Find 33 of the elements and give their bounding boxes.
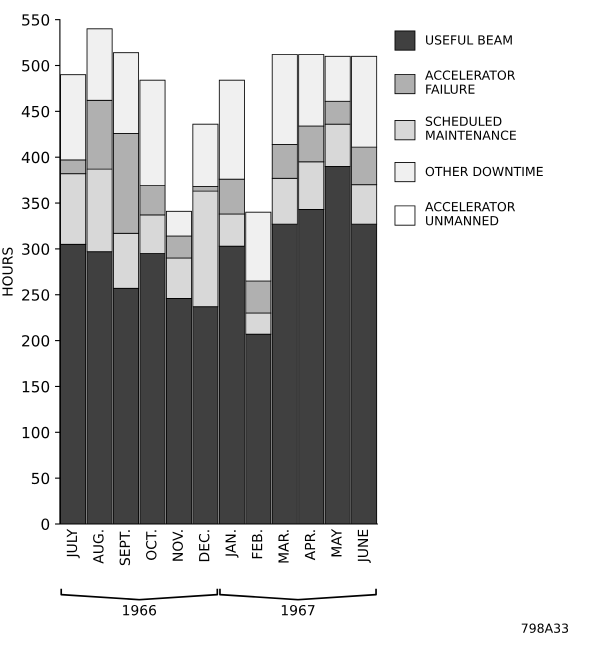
legend-label: USEFUL BEAM	[426, 35, 512, 45]
y-tick-label: 0	[41, 518, 50, 530]
x-tick-label: MAR.	[278, 530, 289, 563]
x-tick-label: JAN.	[226, 530, 238, 558]
legend-label: OTHER DOWNTIME	[426, 166, 543, 176]
legend-label: ACCELERATOR FAILURE	[425, 70, 516, 94]
x-tick-label: FEB.	[252, 530, 262, 558]
y-axis-title: HOURS	[2, 248, 13, 296]
x-tick-label: JUNE	[358, 530, 371, 564]
text: 1966	[123, 604, 156, 616]
legend-label: SCHEDULED MAINTENANCE	[426, 116, 516, 140]
y-tick-label: 50	[32, 472, 50, 484]
y-tick-label: 250	[22, 289, 50, 301]
y-tick-label: 350	[22, 198, 50, 210]
x-tick-label: AUG.	[93, 530, 104, 564]
x-tick-label: DEC.	[198, 530, 210, 562]
text: 1967	[282, 604, 314, 616]
x-tick-label: MAY	[331, 528, 342, 556]
x-tick-label: JULY	[66, 528, 80, 558]
x-tick-label: APR.	[304, 530, 316, 560]
text: 798A33	[522, 623, 568, 633]
y-tick-label: 200	[22, 335, 50, 347]
y-tick-label: 400	[22, 152, 50, 164]
y-tick-label: 550	[22, 14, 50, 26]
y-tick-label: 300	[22, 243, 50, 255]
x-tick-label: OCT.	[146, 530, 157, 560]
y-tick-label: 450	[22, 106, 50, 118]
x-tick-label: NOV.	[172, 530, 183, 561]
y-tick-label: 500	[22, 60, 50, 72]
y-tick-label: 100	[22, 426, 50, 438]
legend-label: ACCELERATOR UNMANNED	[425, 202, 516, 226]
y-tick-label: 150	[22, 380, 50, 392]
x-tick-label: SEPT.	[120, 530, 130, 566]
